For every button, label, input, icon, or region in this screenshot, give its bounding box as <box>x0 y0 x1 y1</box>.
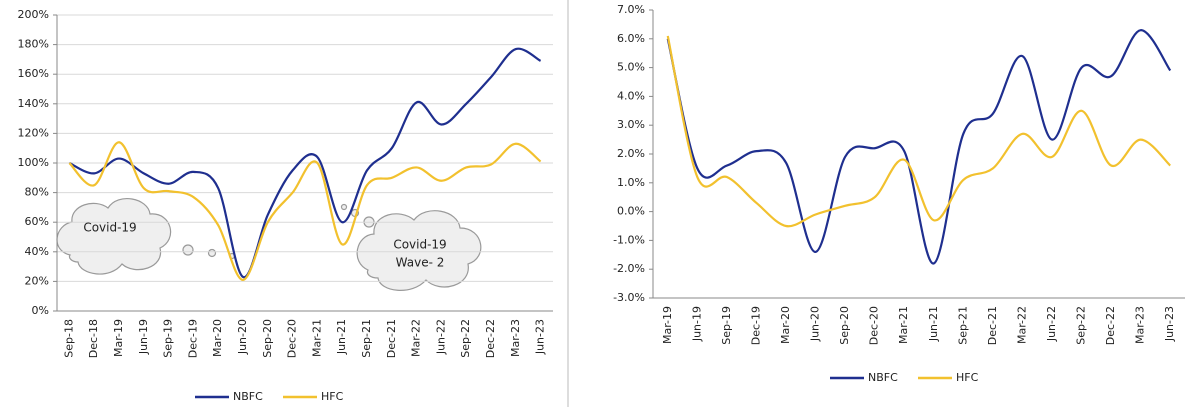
line-series <box>666 35 1171 228</box>
x-tick-label: Dec-19 <box>186 319 199 358</box>
x-tick-label: Jun-21 <box>927 306 940 342</box>
y-tick-label: 5.0% <box>617 61 645 74</box>
x-tick-label: Mar-20 <box>211 319 224 357</box>
y-tick-label: 100% <box>18 156 49 169</box>
x-tick-label: Dec-22 <box>484 319 497 358</box>
annotation: Covid-19 <box>83 221 136 235</box>
y-tick-label: 0.0% <box>617 205 645 218</box>
line-series <box>666 29 1172 265</box>
x-tick-label: Mar-22 <box>410 319 423 357</box>
x-tick-label: Dec-19 <box>749 306 762 345</box>
line-series <box>68 141 542 282</box>
line-series <box>68 47 542 279</box>
x-tick-label: Dec-22 <box>1104 306 1117 345</box>
x-tick-label: Jun-19 <box>690 306 703 342</box>
y-tick-label: 120% <box>18 126 49 139</box>
x-tick-label: Mar-22 <box>1015 306 1028 344</box>
x-tick-label: Jun-20 <box>809 306 822 342</box>
y-tick-label: 7.0% <box>617 3 645 16</box>
x-tick-label: Mar-23 <box>509 319 522 357</box>
x-tick-label: Jun-23 <box>1163 306 1176 342</box>
x-tick-label: Sep-18 <box>62 319 75 358</box>
y-tick-label: 160% <box>18 67 49 80</box>
y-tick-label: 180% <box>18 38 49 51</box>
y-tick-label: 0% <box>32 304 49 317</box>
y-tick-label: 6.0% <box>617 32 645 45</box>
x-tick-label: Sep-20 <box>838 306 851 345</box>
annotation: Covid-19 <box>393 238 446 252</box>
legend-label: HFC <box>956 371 979 384</box>
x-tick-label: Mar-19 <box>112 319 125 357</box>
x-tick-label: Sep-19 <box>162 319 175 358</box>
annotation: Wave- 2 <box>396 256 445 270</box>
x-tick-label: Sep-21 <box>360 319 373 358</box>
y-tick-label: 4.0% <box>617 89 645 102</box>
legend-label: NBFC <box>233 390 263 403</box>
x-tick-label: Dec-18 <box>87 319 100 358</box>
x-tick-label: Mar-21 <box>310 319 323 357</box>
y-tick-label: 20% <box>25 274 49 287</box>
x-tick-label: Mar-20 <box>779 306 792 344</box>
x-tick-label: Sep-21 <box>956 306 969 345</box>
y-tick-label: 80% <box>25 186 49 199</box>
x-tick-label: Jun-22 <box>1045 306 1058 342</box>
x-tick-label: Jun-23 <box>534 319 547 355</box>
x-tick-label: Jun-20 <box>236 319 249 355</box>
y-tick-label: 140% <box>18 97 49 110</box>
x-tick-label: Mar-19 <box>661 306 674 344</box>
x-tick-label: Mar-23 <box>1134 306 1147 344</box>
y-tick-label: -1.0% <box>613 233 645 246</box>
legend-label: HFC <box>321 390 344 403</box>
y-tick-label: 3.0% <box>617 118 645 131</box>
y-tick-label: 200% <box>18 8 49 21</box>
legend-label: NBFC <box>868 371 898 384</box>
x-tick-label: Jun-19 <box>137 319 150 355</box>
x-tick-label: Jun-22 <box>434 319 447 355</box>
x-tick-label: Mar-21 <box>897 306 910 344</box>
x-tick-label: Jun-21 <box>335 319 348 355</box>
x-tick-label: Dec-20 <box>286 319 299 358</box>
y-tick-label: 1.0% <box>617 176 645 189</box>
y-tick-label: 40% <box>25 245 49 258</box>
y-tick-label: 2.0% <box>617 147 645 160</box>
x-tick-label: Dec-21 <box>385 319 398 358</box>
x-tick-label: Dec-20 <box>868 306 881 345</box>
y-tick-label: 60% <box>25 215 49 228</box>
x-tick-label: Sep-22 <box>1075 306 1088 345</box>
y-tick-label: -3.0% <box>613 291 645 304</box>
y-tick-label: -2.0% <box>613 262 645 275</box>
x-tick-label: Sep-20 <box>261 319 274 358</box>
x-tick-label: Sep-19 <box>720 306 733 345</box>
x-tick-label: Sep-22 <box>459 319 472 358</box>
x-tick-label: Dec-21 <box>986 306 999 345</box>
